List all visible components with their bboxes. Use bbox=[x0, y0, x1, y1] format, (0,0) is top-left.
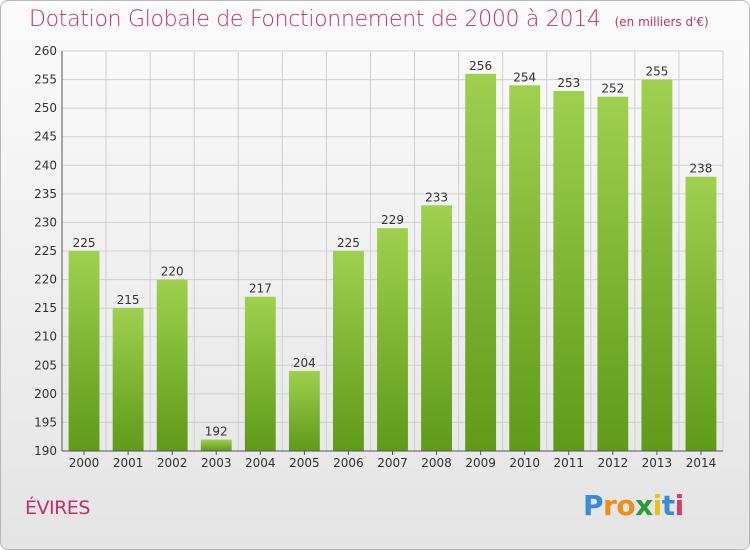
data-label: 252 bbox=[601, 82, 624, 96]
x-tick-label: 2001 bbox=[113, 456, 144, 470]
x-tick-label: 2003 bbox=[201, 456, 232, 470]
data-label: 253 bbox=[557, 76, 580, 90]
y-tick-label: 195 bbox=[34, 415, 57, 429]
chart-title: Dotation Globale de Fonctionnement de 20… bbox=[29, 7, 601, 32]
bar-2012 bbox=[597, 96, 629, 451]
bar-2006 bbox=[333, 251, 364, 451]
y-tick-label: 205 bbox=[34, 358, 57, 372]
data-label: 256 bbox=[469, 59, 492, 73]
bar-2011 bbox=[553, 91, 585, 451]
y-tick-label: 245 bbox=[34, 130, 57, 144]
data-label: 192 bbox=[205, 425, 228, 439]
bar-2009 bbox=[465, 73, 497, 451]
x-tick-label: 2008 bbox=[421, 456, 452, 470]
y-tick-label: 190 bbox=[34, 444, 57, 458]
y-tick-label: 215 bbox=[34, 301, 57, 315]
bars: 225 215 220 192 217 204 225 229 233 256 254 253 252 2… bbox=[68, 59, 717, 452]
data-label: 238 bbox=[690, 162, 713, 176]
bar-2007 bbox=[377, 228, 408, 451]
data-label: 233 bbox=[425, 190, 448, 204]
bar-2005 bbox=[288, 371, 320, 451]
data-label: 215 bbox=[117, 293, 140, 307]
x-tick-label: 2005 bbox=[289, 456, 320, 470]
y-tick-label: 240 bbox=[34, 158, 57, 172]
x-tick-label: 2000 bbox=[69, 456, 100, 470]
commune-name: ÉVIRES bbox=[25, 497, 90, 519]
bar-2003 bbox=[200, 439, 232, 451]
data-label: 220 bbox=[161, 265, 184, 279]
y-tick-label: 235 bbox=[34, 187, 57, 201]
data-label: 217 bbox=[249, 282, 272, 296]
x-tick-label: 2009 bbox=[465, 456, 496, 470]
bar-2004 bbox=[244, 296, 276, 451]
bar-2000 bbox=[68, 251, 100, 451]
data-label: 225 bbox=[337, 236, 360, 250]
y-tick-label: 225 bbox=[34, 244, 57, 258]
x-tick-label: 2006 bbox=[333, 456, 364, 470]
chart-title-group: Dotation Globale de Fonctionnement de 20… bbox=[29, 7, 709, 32]
bar-2014 bbox=[685, 176, 717, 451]
data-label: 204 bbox=[293, 356, 316, 370]
data-label: 255 bbox=[645, 65, 668, 79]
proxiti-logo: Proxiti bbox=[583, 489, 684, 522]
x-tick-label: 2011 bbox=[553, 456, 584, 470]
x-tick-label: 2013 bbox=[642, 456, 673, 470]
bar-2001 bbox=[112, 308, 144, 451]
bar-2010 bbox=[509, 85, 541, 452]
x-tick-label: 2007 bbox=[377, 456, 408, 470]
bar-2013 bbox=[641, 79, 673, 452]
chart-unit: (en milliers d'€) bbox=[614, 15, 709, 29]
axes: 190 195 200 205 210 215 220 225 230 235 240 245 250 2… bbox=[34, 44, 723, 470]
y-tick-label: 220 bbox=[34, 273, 57, 287]
y-tick-label: 260 bbox=[34, 44, 57, 58]
bar-2002 bbox=[156, 279, 188, 451]
data-label: 225 bbox=[73, 236, 96, 250]
data-label: 254 bbox=[513, 70, 536, 84]
x-tick-label: 2004 bbox=[245, 456, 276, 470]
y-tick-label: 210 bbox=[34, 330, 57, 344]
x-tick-label: 2010 bbox=[509, 456, 540, 470]
data-label: 229 bbox=[381, 213, 404, 227]
y-tick-label: 200 bbox=[34, 387, 57, 401]
x-tick-label: 2014 bbox=[686, 456, 717, 470]
bar-2008 bbox=[421, 205, 452, 451]
y-tick-label: 250 bbox=[34, 101, 57, 115]
y-tick-label: 230 bbox=[34, 215, 57, 229]
x-tick-label: 2002 bbox=[157, 456, 188, 470]
x-tick-label: 2012 bbox=[598, 456, 629, 470]
y-tick-label: 255 bbox=[34, 73, 57, 87]
